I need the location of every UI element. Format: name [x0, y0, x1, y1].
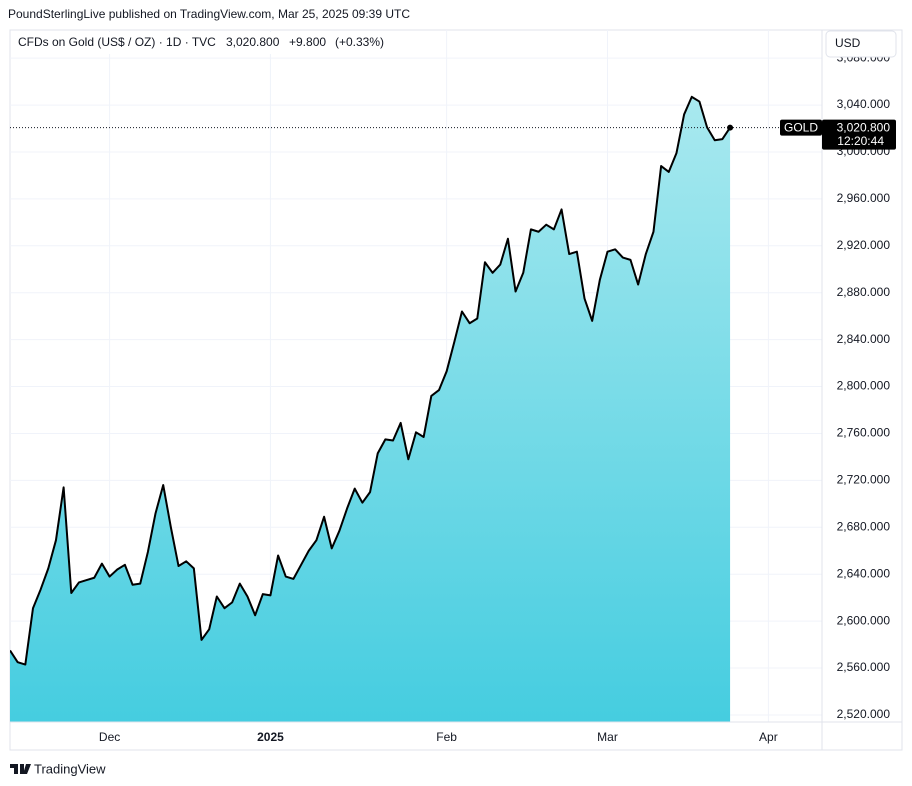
last-point — [727, 124, 734, 131]
y-tick-label: 2,960.000 — [837, 191, 891, 205]
currency-label[interactable]: USD — [835, 36, 861, 50]
y-tick-label: 2,720.000 — [837, 473, 891, 487]
price-axis: 2,520.000 2,560.000 2,600.000 2,640.000 2,68… — [837, 50, 891, 721]
x-tick-label: Apr — [759, 730, 778, 744]
y-tick-label: 2,640.000 — [837, 566, 891, 580]
legend-title: CFDs on Gold (US$ / OZ) · 1D · TVC — [18, 35, 216, 49]
legend-change: +9.800 — [289, 35, 326, 49]
y-tick-label: 2,840.000 — [837, 332, 891, 346]
y-tick-label: 2,880.000 — [837, 285, 891, 299]
currency-button[interactable] — [825, 30, 897, 58]
y-tick-label: 2,680.000 — [837, 519, 891, 533]
legend-last: 3,020.800 — [226, 35, 280, 49]
y-tick-label: 3,040.000 — [837, 97, 891, 111]
price-line — [10, 95, 731, 666]
time-axis: Dec 2025 Feb Mar Apr — [99, 730, 778, 744]
y-tick-label: 2,560.000 — [837, 660, 891, 674]
brand-name: TradingView — [34, 761, 106, 776]
y-tick-label: 2,520.000 — [837, 707, 891, 721]
plot-area — [10, 95, 822, 722]
y-tick-label: 2,800.000 — [837, 379, 891, 393]
x-tick-label: 2025 — [257, 730, 284, 744]
symbol-label: GOLD — [784, 120, 818, 134]
y-tick-label: 2,600.000 — [837, 613, 891, 627]
y-tick-label: 2,760.000 — [837, 426, 891, 440]
logo-glyph — [10, 764, 31, 774]
symbol-tag — [780, 119, 822, 136]
countdown-label: 12:20:44 — [837, 134, 884, 148]
publisher-note: PoundSterlingLive published on TradingVi… — [8, 7, 410, 21]
legend-change-pct: (+0.33%) — [335, 35, 384, 49]
y-tick-label: 2,920.000 — [837, 238, 891, 252]
price-tag-label: 3,020.800 — [837, 120, 891, 134]
price-tag-box — [822, 119, 896, 150]
x-tick-label: Mar — [597, 730, 618, 744]
tradingview-logo: TradingView — [10, 761, 106, 776]
x-tick-label: Dec — [99, 730, 120, 744]
legend-bg — [12, 32, 392, 54]
x-tick-label: Feb — [436, 730, 457, 744]
